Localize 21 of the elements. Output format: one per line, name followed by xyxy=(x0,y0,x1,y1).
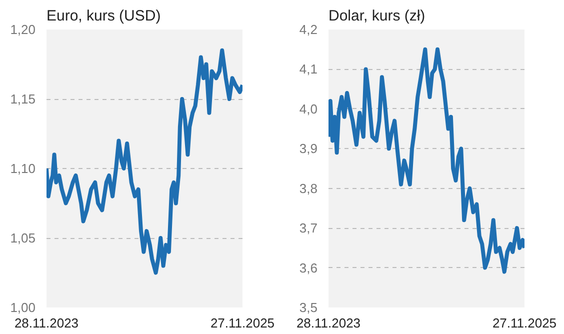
y-tick-label: 4,1 xyxy=(299,62,318,77)
x-tick-label: 28.11.2023 xyxy=(296,316,361,330)
y-tick-label: 3,7 xyxy=(299,220,318,236)
y-tick-label: 1,05 xyxy=(10,230,36,246)
x-tick-label: 27.11.2025 xyxy=(492,316,557,330)
y-tick-label: 1,00 xyxy=(10,300,36,315)
y-tick-label: 4,0 xyxy=(299,101,318,116)
x-tick-label: 28.11.2023 xyxy=(14,316,79,330)
x-tick-label: 27.11.2025 xyxy=(210,316,275,330)
y-tick-label: 1,20 xyxy=(10,22,36,37)
line-series xyxy=(46,48,242,275)
y-tick-label: 1,10 xyxy=(10,161,36,176)
y-tick-label: 3,5 xyxy=(299,300,318,315)
line-series xyxy=(328,47,524,274)
y-tick-label: 3,6 xyxy=(299,260,318,276)
chart-title: Dolar, kurs (zł) xyxy=(328,8,426,24)
y-tick-label: 1,15 xyxy=(10,92,36,106)
y-tick-label: 3,9 xyxy=(299,141,318,156)
y-tick-label: 3,8 xyxy=(299,180,318,196)
chart-title: Euro, kurs (USD) xyxy=(46,8,161,24)
y-tick-label: 4,2 xyxy=(299,22,318,37)
